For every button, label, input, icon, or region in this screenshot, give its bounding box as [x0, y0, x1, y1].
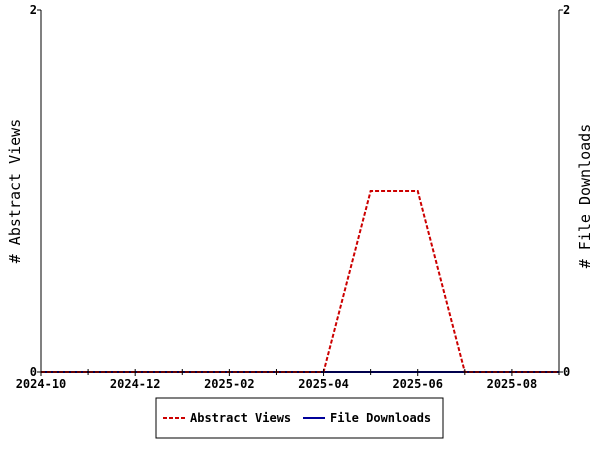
y-axis-right-title: # File Downloads	[576, 124, 594, 269]
legend: Abstract Views File Downloads	[155, 397, 444, 439]
legend-label-abstract-views: Abstract Views	[190, 411, 291, 425]
y-axis-left-title: # Abstract Views	[6, 119, 24, 264]
ticks-layer	[37, 9, 563, 376]
x-tick-label: 2024-12	[110, 377, 161, 391]
plot-background	[41, 10, 559, 372]
y-left-tick-label: 0	[30, 365, 37, 379]
y-left-tick-label: 2	[30, 3, 37, 17]
x-tick-label: 2024-10	[16, 377, 67, 391]
axes-layer	[40, 10, 560, 373]
legend-label-file-downloads: File Downloads	[330, 411, 431, 425]
plot-area	[41, 10, 559, 372]
legend-box	[155, 397, 444, 439]
x-tick-label: 2025-08	[487, 377, 538, 391]
y-right-tick-label: 0	[563, 365, 570, 379]
x-tick-label: 2025-02	[204, 377, 255, 391]
x-tick-label: 2025-04	[298, 377, 349, 391]
x-tick-label: 2025-06	[392, 377, 443, 391]
y-right-tick-label: 2	[563, 3, 570, 17]
labels-layer: 2024-10 2024-12 2025-02 2025-04 2025-06 2025-…	[16, 3, 571, 391]
